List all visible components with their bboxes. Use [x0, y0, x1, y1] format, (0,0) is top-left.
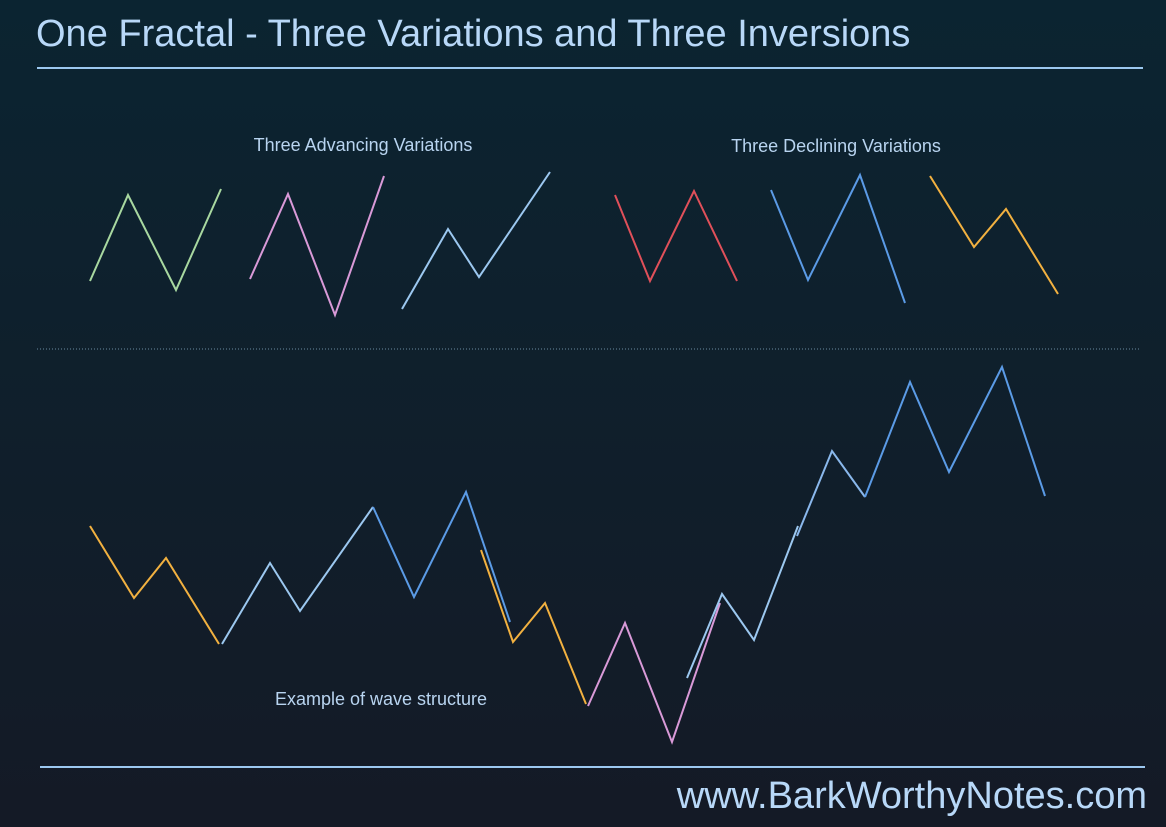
wave: [480, 549, 587, 705]
website: www.BarkWorthyNotes.com: [676, 775, 1147, 817]
wave: [401, 171, 551, 310]
wave: [221, 506, 374, 645]
wave: [770, 172, 906, 304]
wave: [864, 364, 1046, 498]
wave: [372, 489, 511, 623]
wave: [249, 175, 385, 318]
wave: [614, 188, 738, 284]
wave: [796, 448, 866, 537]
example-label: Example of wave structure: [275, 689, 487, 709]
wave: [89, 188, 222, 293]
wave: [587, 602, 721, 745]
wave: [929, 175, 1059, 295]
wave: [89, 525, 220, 645]
wave: [686, 525, 799, 679]
section-label: Three Declining Variations: [731, 136, 941, 156]
section-label: Three Advancing Variations: [254, 135, 473, 155]
title: One Fractal - Three Variations and Three…: [36, 13, 910, 55]
